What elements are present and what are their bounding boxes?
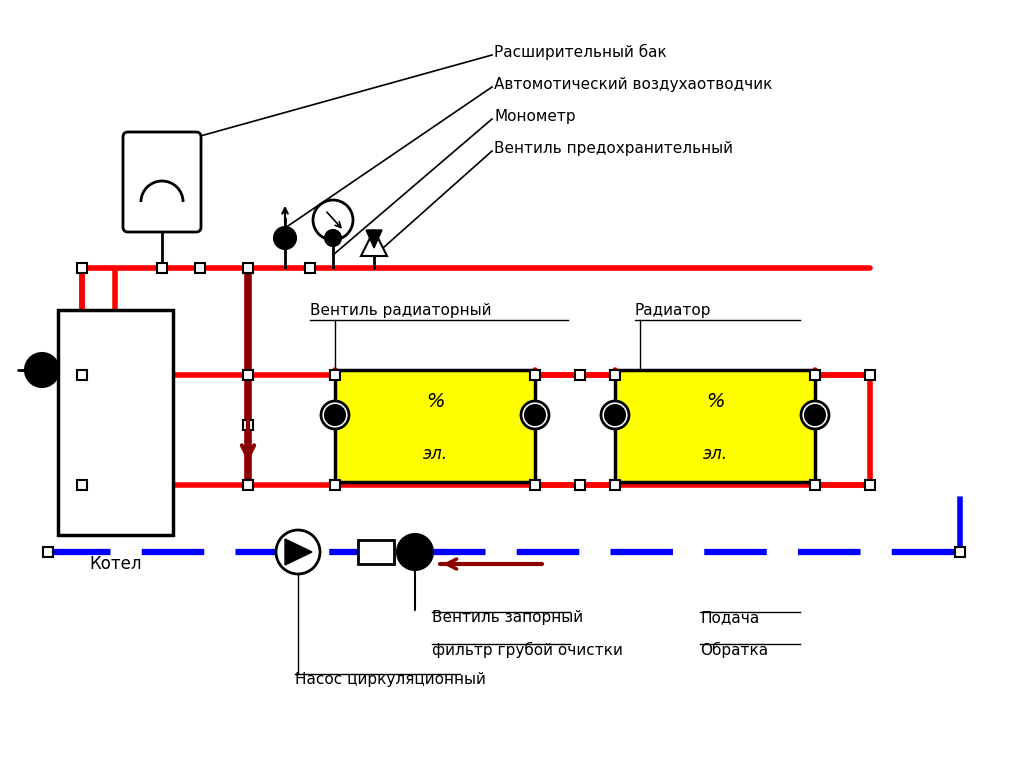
Circle shape [601,401,629,429]
Circle shape [321,401,349,429]
Circle shape [801,401,829,429]
Bar [358,540,394,564]
Bar [810,370,820,380]
Bar [43,547,53,557]
Bar [865,370,875,380]
Circle shape [276,530,320,574]
Text: Вентиль радиаторный: Вентиль радиаторный [310,303,491,318]
Bar [865,480,875,490]
Text: эл.: эл. [703,445,727,463]
Bar [243,420,253,430]
Circle shape [325,230,341,246]
Bar [530,370,540,380]
Bar [243,480,253,490]
FancyBboxPatch shape [123,132,201,232]
Bar [955,547,965,557]
Text: Вентиль запорный: Вентиль запорный [432,610,583,625]
Text: Вентиль предохранительный: Вентиль предохранительный [494,141,733,156]
Bar [157,263,167,273]
Text: Подача: Подача [700,610,759,625]
Bar [243,370,253,380]
Bar [615,370,815,482]
Circle shape [605,405,625,425]
Text: %: % [706,392,724,411]
Text: Обратка: Обратка [700,642,768,658]
Bar [305,263,315,273]
Text: Автомотический воздухаотводчик: Автомотический воздухаотводчик [494,77,773,91]
Bar [330,370,340,380]
Circle shape [805,405,825,425]
Bar [336,370,535,482]
Circle shape [25,353,60,387]
Polygon shape [361,230,387,256]
Bar [575,370,585,380]
Bar [77,370,87,380]
Text: Монометр: Монометр [494,109,576,124]
Bar [610,370,620,380]
Text: эл.: эл. [423,445,447,463]
Circle shape [274,227,295,249]
Text: Насос циркуляционный: Насос циркуляционный [295,672,486,687]
Bar [330,480,340,490]
Bar [810,480,820,490]
Text: фильтр грубой очистки: фильтр грубой очистки [432,642,623,658]
Bar [77,263,87,273]
Bar [610,480,620,490]
Text: Расширительный бак: Расширительный бак [494,44,667,60]
Polygon shape [366,230,382,248]
Bar [530,480,540,490]
Circle shape [313,200,353,240]
Polygon shape [285,539,312,565]
Text: %: % [426,392,444,411]
Bar [58,310,173,535]
Text: Котел: Котел [89,555,142,573]
Text: Радиатор: Радиатор [635,303,711,318]
Circle shape [325,405,345,425]
Bar [77,480,87,490]
Circle shape [521,401,549,429]
Bar [575,480,585,490]
Circle shape [397,534,433,570]
Circle shape [525,405,545,425]
Bar [195,263,205,273]
Bar [243,263,253,273]
